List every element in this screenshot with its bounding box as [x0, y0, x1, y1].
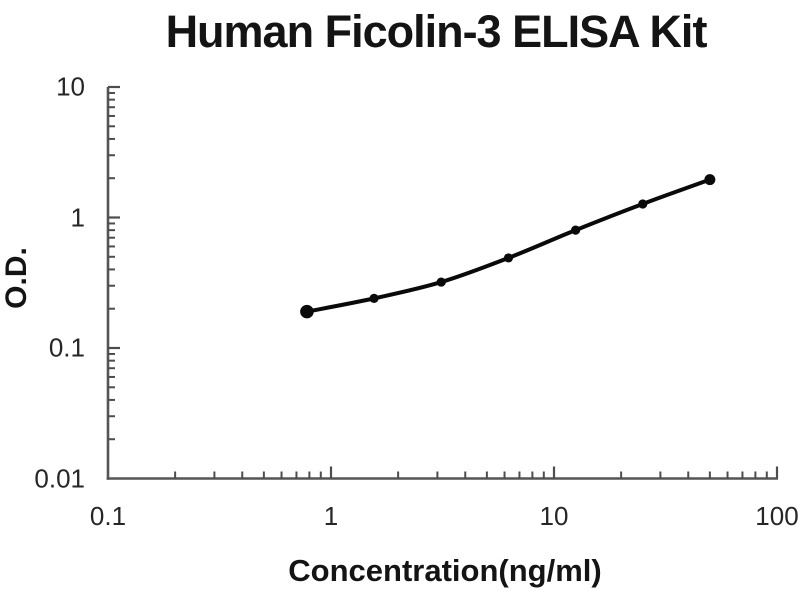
y-tick-label: 0.01 — [34, 463, 85, 493]
data-point-marker — [436, 277, 446, 287]
data-point-marker — [300, 304, 314, 319]
data-point-marker — [638, 199, 648, 209]
chart-title: Human Ficolin-3 ELISA Kit — [165, 6, 708, 57]
standard-curve-line — [304, 177, 712, 314]
y-tick-label: 10 — [56, 71, 85, 102]
x-tick-label: 0.1 — [89, 501, 127, 531]
x-tick-label: 100 — [755, 501, 799, 531]
x-tick-label: 10 — [539, 501, 569, 531]
x-tick-label: 1 — [323, 501, 339, 531]
data-point-marker — [503, 253, 514, 263]
data-point-marker — [704, 174, 716, 186]
y-tick-label: 1 — [70, 202, 85, 232]
x-axis-title: Concentration(ng/ml) — [288, 553, 602, 588]
y-tick-label: 0.1 — [48, 332, 85, 363]
data-point-marker — [369, 293, 379, 303]
data-point-marker — [571, 225, 581, 235]
